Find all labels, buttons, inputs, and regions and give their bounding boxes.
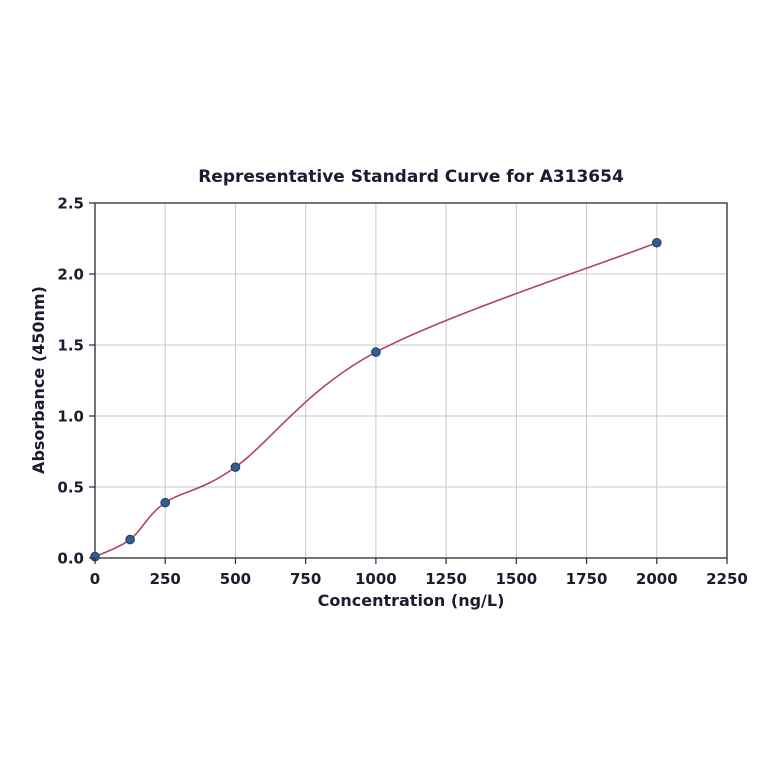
x-tick-label: 2250 <box>706 570 748 588</box>
x-tick-label: 1250 <box>425 570 467 588</box>
data-point <box>651 237 662 248</box>
y-tick-label: 0.0 <box>57 550 84 568</box>
x-axis-label: Concentration (ng/L) <box>318 591 505 610</box>
y-tick-label: 2.5 <box>57 195 84 213</box>
plot-border <box>94 202 728 559</box>
y-tick-label: 0.5 <box>57 479 84 497</box>
chart-title: Representative Standard Curve for A31365… <box>198 167 624 187</box>
x-tick-label: 750 <box>290 570 321 588</box>
x-tick-label: 0 <box>90 570 100 588</box>
grid-lines <box>94 202 728 559</box>
y-tick-label: 1.0 <box>57 408 84 426</box>
x-tick-label: 2000 <box>636 570 678 588</box>
data-point <box>125 534 135 545</box>
data-point <box>230 462 241 472</box>
y-tick-label: 1.5 <box>57 337 84 355</box>
x-tick-label: 500 <box>220 570 251 588</box>
y-axis-ticks: 0.0 0.5 1.0 1.5 2.0 2.5 <box>57 195 95 568</box>
data-point <box>371 347 381 357</box>
y-axis-label: Absorbance (450nm) <box>29 286 48 474</box>
x-tick-label: 1500 <box>495 570 537 588</box>
data-points <box>90 237 662 562</box>
x-tick-label: 1000 <box>355 570 397 588</box>
x-tick-label: 250 <box>150 570 181 588</box>
x-axis-ticks: 0 250 500 750 1000 1250 1500 1750 2000 2250 <box>90 558 748 588</box>
x-tick-label: 1750 <box>566 570 608 588</box>
data-point <box>160 497 171 508</box>
y-tick-label: 2.0 <box>57 266 84 284</box>
